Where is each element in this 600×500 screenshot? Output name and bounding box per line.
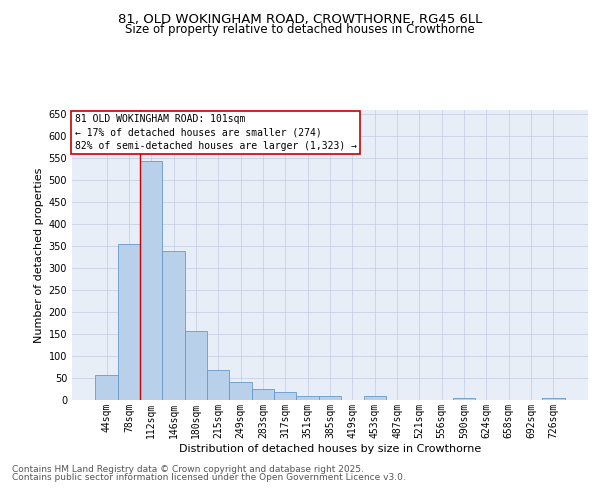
Text: 81, OLD WOKINGHAM ROAD, CROWTHORNE, RG45 6LL: 81, OLD WOKINGHAM ROAD, CROWTHORNE, RG45…: [118, 12, 482, 26]
Bar: [252, 389, 274, 400]
Bar: [95, 374, 118, 400]
Bar: [207, 370, 229, 400]
Bar: [453, 398, 475, 400]
Bar: [274, 392, 296, 400]
X-axis label: Distribution of detached houses by size in Crowthorne: Distribution of detached houses by size …: [179, 444, 481, 454]
Bar: [296, 396, 319, 400]
Bar: [229, 382, 252, 400]
Bar: [364, 396, 386, 400]
Bar: [542, 398, 565, 400]
Bar: [319, 396, 341, 400]
Y-axis label: Number of detached properties: Number of detached properties: [34, 168, 44, 342]
Text: Contains public sector information licensed under the Open Government Licence v3: Contains public sector information licen…: [12, 472, 406, 482]
Text: Contains HM Land Registry data © Crown copyright and database right 2025.: Contains HM Land Registry data © Crown c…: [12, 465, 364, 474]
Bar: [163, 252, 185, 400]
Bar: [118, 244, 140, 400]
Text: Size of property relative to detached houses in Crowthorne: Size of property relative to detached ho…: [125, 22, 475, 36]
Bar: [185, 330, 207, 400]
Bar: [140, 160, 163, 400]
Text: 81 OLD WOKINGHAM ROAD: 101sqm
← 17% of detached houses are smaller (274)
82% of : 81 OLD WOKINGHAM ROAD: 101sqm ← 17% of d…: [74, 114, 356, 151]
